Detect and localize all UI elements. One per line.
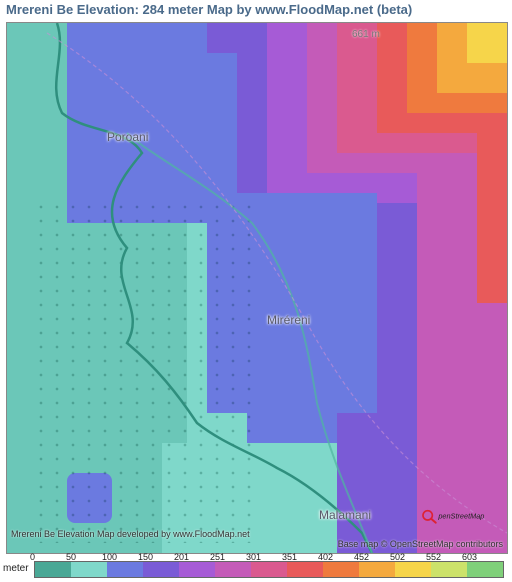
openstreetmap-logo: penStreetMap bbox=[421, 508, 501, 529]
legend-swatch bbox=[34, 561, 71, 578]
legend-swatch bbox=[359, 561, 395, 578]
legend-swatch bbox=[395, 561, 431, 578]
legend-swatch bbox=[323, 561, 359, 578]
legend-bar bbox=[34, 561, 504, 576]
legend-swatch bbox=[107, 561, 143, 578]
legend-swatch bbox=[467, 561, 504, 578]
legend-swatch bbox=[143, 561, 179, 578]
legend-swatch bbox=[71, 561, 107, 578]
elevation-map[interactable]: Poroani Miréreni Malamani 661 m Mrereni … bbox=[6, 22, 508, 554]
map-title: Mrereni Be Elevation: 284 meter Map by w… bbox=[0, 0, 512, 22]
attribution-developed: Mrereni Be Elevation Map developed by ww… bbox=[11, 529, 250, 539]
attribution-basemap: Base map © OpenStreetMap contributors bbox=[338, 539, 503, 549]
legend-swatch bbox=[287, 561, 323, 578]
legend-swatch bbox=[215, 561, 251, 578]
legend-swatch bbox=[179, 561, 215, 578]
legend-swatch bbox=[431, 561, 467, 578]
elevation-legend: meter 0501001502012513013514024525025526… bbox=[0, 554, 512, 582]
legend-unit: meter bbox=[3, 563, 29, 574]
legend-swatch bbox=[251, 561, 287, 578]
osm-logo-text: penStreetMap bbox=[437, 512, 484, 521]
coastline bbox=[7, 23, 507, 553]
